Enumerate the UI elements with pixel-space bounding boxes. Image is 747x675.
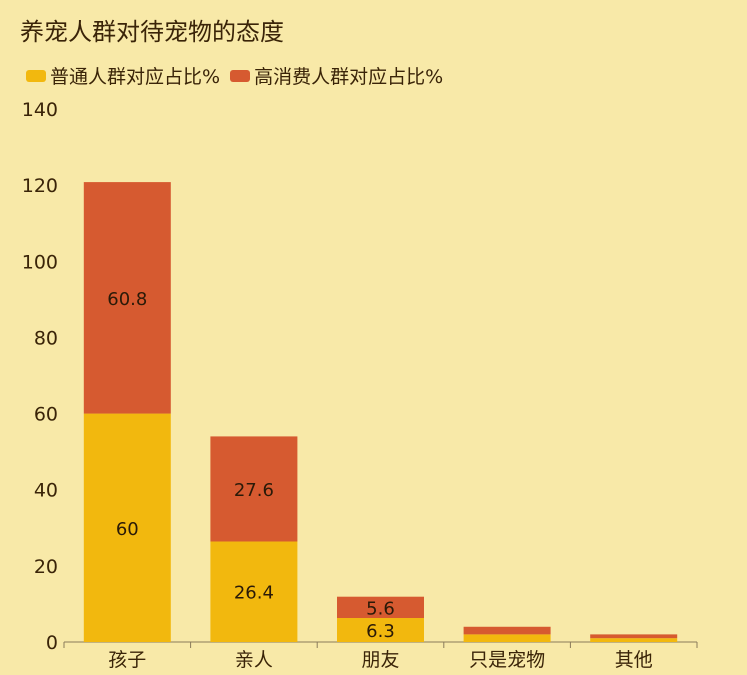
bar-regular-2 xyxy=(337,618,424,642)
legend-swatch-regular xyxy=(26,69,46,82)
data-label: 60 xyxy=(116,519,139,540)
legend-label-regular: 普通人群对应占比% xyxy=(50,66,221,88)
legend-item-high[interactable]: 高消费人群对应占比% xyxy=(230,62,443,89)
y-tick-label: 0 xyxy=(46,632,58,654)
bar-regular-1 xyxy=(210,541,298,642)
chart-title: 养宠人群对待宠物的态度 xyxy=(20,18,284,46)
data-label: 26.4 xyxy=(234,583,274,604)
y-tick-label: 140 xyxy=(22,99,58,121)
bar-high-0 xyxy=(83,182,171,414)
x-category-label: 其他 xyxy=(615,649,653,671)
y-tick-label: 60 xyxy=(34,404,58,426)
bar-high-4 xyxy=(590,634,678,639)
data-label: 27.6 xyxy=(234,480,274,501)
data-label: 6.3 xyxy=(366,621,395,642)
bar-high-2 xyxy=(337,596,424,619)
x-category-label: 朋友 xyxy=(361,649,399,671)
legend-item-regular[interactable]: 普通人群对应占比% xyxy=(26,62,220,89)
y-tick-label: 120 xyxy=(22,175,58,197)
x-category-label: 孩子 xyxy=(108,649,146,671)
legend-label-high: 高消费人群对应占比% xyxy=(254,66,444,88)
legend: 普通人群对应占比% 高消费人群对应占比% xyxy=(26,62,453,89)
data-label: 5.6 xyxy=(366,598,395,619)
bar-high-3 xyxy=(463,626,551,635)
y-tick-label: 20 xyxy=(34,556,58,578)
legend-swatch-high xyxy=(230,69,251,82)
y-tick-label: 40 xyxy=(34,480,58,502)
bar-regular-4 xyxy=(590,638,678,642)
x-category-label: 亲人 xyxy=(235,649,273,671)
bar-regular-3 xyxy=(463,634,551,642)
bar-high-1 xyxy=(210,436,298,542)
data-label: 60.8 xyxy=(107,289,147,310)
y-tick-label: 100 xyxy=(22,251,58,273)
y-tick-label: 80 xyxy=(34,327,58,349)
x-category-label: 只是宠物 xyxy=(469,649,545,671)
bar-regular-0 xyxy=(83,413,171,642)
